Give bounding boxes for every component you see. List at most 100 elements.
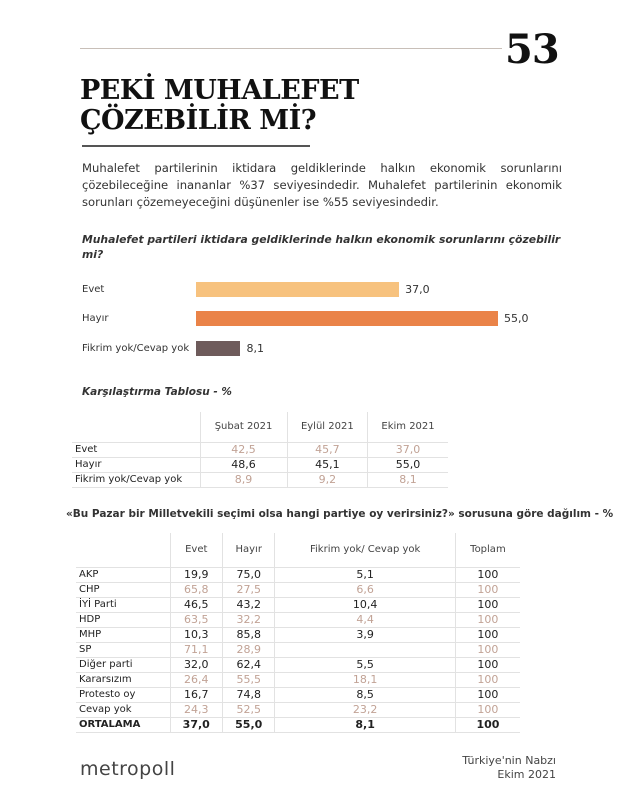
title-underline [82,145,310,147]
footer-line-1: Türkiye'nin Nabzı [462,754,556,767]
bar-label: Evet [82,284,105,295]
header-rule [80,48,502,49]
table-header: Şubat 2021 Eylül 2021 Ekim 2021 [72,412,448,443]
column-header: Hayır [221,533,275,568]
table-row: Protesto oy 16,7 74,8 8,5 100 [76,687,520,703]
column-header: Eylül 2021 [286,412,368,443]
table-row: AKP 19,9 75,0 5,1 100 [76,567,520,583]
table2-title: «Bu Pazar bir Milletvekili seçimi olsa h… [66,508,614,520]
cell-value: 5,5 [274,657,456,673]
bar-value-label: 37,0 [405,283,430,296]
row-label: Hayır [72,457,200,473]
cell-value [274,642,456,658]
cell-value: 19,9 [169,567,223,583]
cell-value: 100 [454,657,520,673]
cell-value: 48,6 [199,457,288,473]
title-line-1: PEKİ MUHALEFET [80,75,359,106]
cell-value: 8,1 [367,472,448,488]
cell-value: 8,1 [274,717,456,733]
cell-value: 100 [454,717,520,733]
row-label: ORTALAMA [76,717,170,733]
row-label: CHP [76,582,170,598]
metropoll-logo: metropoll [80,758,176,780]
bar-value-label: 8,1 [246,342,264,355]
column-header: Şubat 2021 [199,412,288,443]
cell-value: 26,4 [169,672,223,688]
cell-value: 74,8 [221,687,275,703]
row-label: Cevap yok [76,702,170,718]
cell-value: 37,0 [367,442,448,458]
row-label: SP [76,642,170,658]
cell-value: 28,9 [221,642,275,658]
cell-value: 37,0 [169,717,223,733]
cell-value: 23,2 [274,702,456,718]
table-row: CHP 65,8 27,5 6,6 100 [76,582,520,598]
cell-value: 45,1 [286,457,368,473]
comparison-table: Şubat 2021 Eylül 2021 Ekim 2021 Evet 42,5 45,… [72,412,448,488]
table-row: Hayır 48,6 45,1 55,0 [72,457,448,473]
cell-value: 85,8 [221,627,275,643]
cell-value: 10,4 [274,597,456,613]
cell-value: 3,9 [274,627,456,643]
bar-label: Fikrim yok/Cevap yok [82,343,190,354]
cell-value: 100 [454,597,520,613]
cell-value: 8,5 [274,687,456,703]
footer: Türkiye'nin Nabzı Ekim 2021 [462,754,556,782]
cell-value: 100 [454,687,520,703]
row-label: AKP [76,567,170,583]
table-row: MHP 10,3 85,8 3,9 100 [76,627,520,643]
cell-value: 18,1 [274,672,456,688]
cell-value: 100 [454,567,520,583]
cell-value: 46,5 [169,597,223,613]
table-row: HDP 63,5 32,2 4,4 100 [76,612,520,628]
row-label: Kararsızım [76,672,170,688]
cell-value: 9,2 [286,472,368,488]
cell-value: 65,8 [169,582,223,598]
table-row: Kararsızım 26,4 55,5 18,1 100 [76,672,520,688]
page-title: PEKİ MUHALEFET ÇÖZEBİLİR Mİ? [80,76,359,136]
bar [196,282,400,297]
cell-value: 5,1 [274,567,456,583]
chart-title: Muhalefet partileri iktidara geldiklerin… [82,233,561,261]
bar-label: Hayır [82,313,109,324]
column-header: Toplam [454,533,520,568]
cell-value: 10,3 [169,627,223,643]
cell-value: 71,1 [169,642,223,658]
table-row: İYİ Parti 46,5 43,2 10,4 100 [76,597,520,613]
cell-value: 100 [454,672,520,688]
column-header: Evet [169,533,223,568]
row-label: Protesto oy [76,687,170,703]
table-row: ORTALAMA 37,0 55,0 8,1 100 [76,717,520,733]
cell-value: 8,9 [199,472,288,488]
cell-value: 45,7 [286,442,368,458]
table-row: Evet 42,5 45,7 37,0 [72,442,448,458]
bar [196,341,241,356]
cell-value: 55,0 [367,457,448,473]
table-row: SP 71,1 28,9 100 [76,642,520,658]
bar [196,311,498,326]
cell-value: 6,6 [274,582,456,598]
row-label: Diğer parti [76,657,170,673]
cell-value: 100 [454,612,520,628]
cell-value: 62,4 [221,657,275,673]
cell-value: 100 [454,582,520,598]
cell-value: 32,0 [169,657,223,673]
column-header: Fikrim yok/ Cevap yok [274,533,456,568]
cell-value: 100 [454,642,520,658]
title-line-2: ÇÖZEBİLİR Mİ? [80,105,317,136]
table-header: Evet Hayır Fikrim yok/ Cevap yok Toplam [76,533,520,568]
footer-line-2: Ekim 2021 [497,768,556,781]
cell-value: 55,0 [221,717,275,733]
row-label: İYİ Parti [76,597,170,613]
table-row: Cevap yok 24,3 52,5 23,2 100 [76,702,520,718]
table-row: Diğer parti 32,0 62,4 5,5 100 [76,657,520,673]
bar-value-label: 55,0 [504,312,529,325]
cell-value: 42,5 [199,442,288,458]
cell-value: 4,4 [274,612,456,628]
cell-value: 75,0 [221,567,275,583]
row-label: HDP [76,612,170,628]
row-label: MHP [76,627,170,643]
cell-value: 24,3 [169,702,223,718]
cell-value: 55,5 [221,672,275,688]
row-label: Evet [72,442,200,458]
